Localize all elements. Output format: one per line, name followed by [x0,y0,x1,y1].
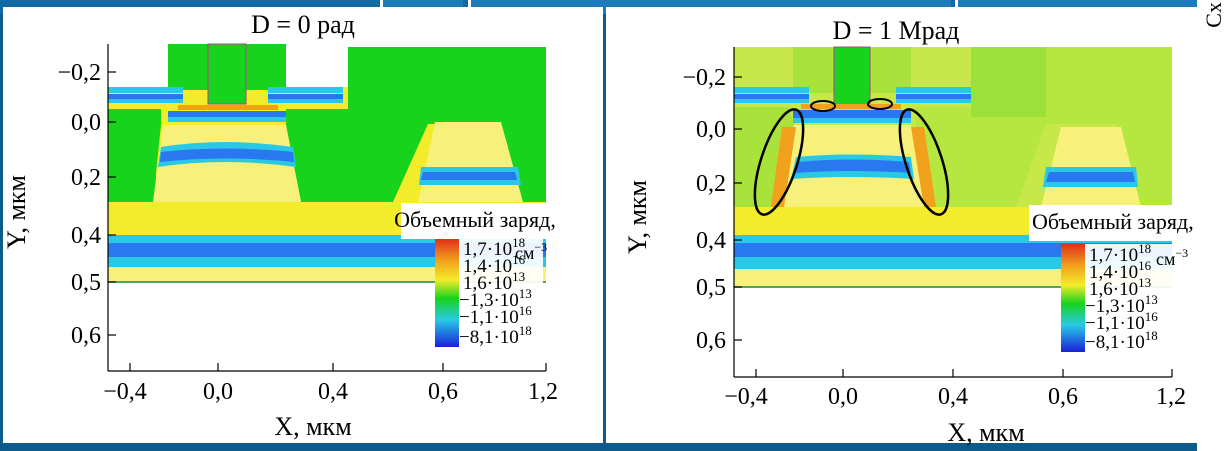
colorbar-legend: Объемный заряд, см−3 1,7·1018 1,4·1016 1… [1029,205,1197,356]
charge-density-map [734,46,1172,377]
colorbar-legend: Объемный заряд, см−3 1,7·1018 1,4·1016 1… [394,203,556,351]
x-tick-label: 1,2 [528,379,558,405]
x-ticks [129,363,547,371]
device-simulation-plot-right: D = 1 Мрад [623,16,1197,447]
edge-text: Сх [1201,2,1226,28]
colorbar-label: −1,3·1013 [1085,292,1158,317]
y-tick-label: −0,2 [57,60,101,86]
y-tick-label: 0,6 [696,328,726,354]
x-tick-label: 0,0 [828,384,858,410]
colorbar-label: −1,3·1013 [459,286,532,311]
y-tick-label: 0,2 [696,171,726,197]
colorbar-label: −8,1·1018 [1085,328,1158,353]
x-tick-label: 0,6 [1048,384,1078,410]
colorbar-label: −8,1·1018 [459,323,532,348]
colorbar-label: 1,6·1013 [1089,275,1151,300]
x-tick-label: 0,6 [428,379,458,405]
colorbar-label: 1,4·1016 [463,252,526,277]
y-axis-label: Y, мкм [623,180,652,254]
y-tick-label: 0,5 [696,275,726,301]
colorbar-unit: см−3 [515,240,547,263]
colorbar-title: Объемный заряд, [394,207,556,232]
colorbar-label: −1,1·1016 [459,303,532,328]
x-tick-label: 0,4 [318,379,348,405]
figure-panel-left: D = 0 рад [2,7,603,443]
colorbar-label: 1,7·1018 [1089,241,1151,266]
y-ticks [734,76,742,341]
colorbar [435,239,459,347]
y-axis-label: Y, мкм [2,175,31,249]
x-tick-label: −0,4 [103,379,147,405]
x-axis-label: X, мкм [274,412,351,441]
colorbar-title: Объемный заряд, [1032,209,1194,234]
y-tick-label: 0,4 [71,223,101,249]
x-axis-label: X, мкм [947,418,1024,447]
x-tick-label: 0,0 [203,379,233,405]
device-simulation-plot-left: D = 0 рад [2,10,558,441]
y-ticks [108,71,116,336]
axes-frame [107,44,546,372]
y-tick-label: 0,0 [71,110,101,136]
plot-title: D = 1 Мрад [833,16,960,45]
x-tick-label: 1,2 [1156,384,1186,410]
colorbar-label: 1,6·1013 [463,269,525,294]
x-tick-label: 0,4 [938,384,968,410]
colorbar-unit: см−3 [1156,246,1188,269]
y-tick-label: −0,2 [682,65,726,91]
colorbar-label: 1,4·1016 [1089,258,1152,283]
y-tick-label: 0,5 [71,270,101,296]
x-ticks [755,369,1173,377]
colorbar [1061,244,1085,352]
plot-title: D = 0 рад [251,10,355,39]
figure-panel-right: D = 1 Мрад [606,7,1197,447]
x-tick-label: −0,4 [724,384,768,410]
y-tick-label: 0,6 [71,323,101,349]
y-tick-label: 0,0 [696,117,726,143]
slide-right-edge: Сх [1197,0,1227,451]
colorbar-label: −1,1·1016 [1085,309,1158,334]
y-tick-label: 0,4 [696,228,726,254]
colorbar-label: 1,7·1018 [463,235,525,260]
y-tick-label: 0,2 [71,165,101,191]
